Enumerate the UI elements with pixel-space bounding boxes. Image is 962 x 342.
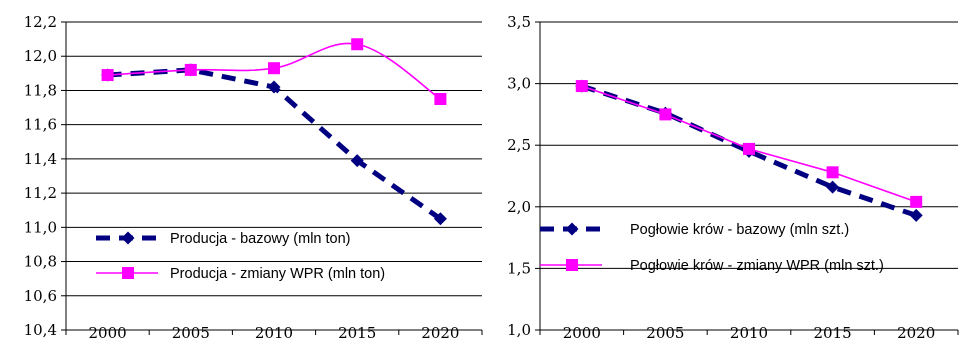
x-tick-label: 2020: [897, 324, 935, 342]
legend-entry-0: Producja - bazowy (mln ton): [96, 231, 351, 247]
legend-label: Pogłowie krów - bazowy (mln szt.): [630, 222, 849, 238]
data-point: [433, 212, 447, 226]
y-tick-label: 3,5: [507, 13, 531, 31]
legend-swatch-marker: [566, 259, 578, 271]
y-tick-label: 10,6: [24, 287, 57, 305]
legend-label: Producja - zmiany WPR (mln ton): [170, 266, 385, 282]
data-point: [659, 108, 672, 121]
y-tick-label: 11,2: [24, 184, 57, 202]
legend-swatch-marker: [122, 267, 134, 279]
legend-entry-1: Pogłowie krów - zmiany WPR (mln szt.): [540, 258, 884, 274]
y-tick-label: 2,5: [507, 136, 531, 154]
data-point: [743, 142, 755, 155]
legend-entry-1: Producja - zmiany WPR (mln ton): [96, 266, 385, 282]
y-tick-label: 2,0: [507, 198, 531, 216]
data-point: [351, 38, 364, 51]
y-tick-label: 11,6: [24, 116, 57, 134]
x-tick-label: 2015: [814, 324, 852, 342]
data-point: [268, 62, 280, 75]
legend-swatch-marker: [565, 222, 579, 236]
data-point: [826, 180, 840, 194]
data-point: [184, 63, 197, 76]
x-tick-label: 2020: [421, 324, 459, 342]
x-tick-label: 2000: [563, 324, 601, 342]
data-point: [101, 69, 114, 82]
y-tick-label: 3,0: [507, 75, 531, 93]
x-tick-label: 2005: [172, 324, 210, 342]
legend-label: Producja - bazowy (mln ton): [170, 231, 351, 247]
legend-swatch-marker: [121, 231, 135, 245]
data-point: [434, 93, 447, 105]
y-tick-label: 12,0: [24, 47, 57, 65]
chart-milk-production: 10,4 10,6 10,8 11,0 11,2 11,4 11,6 11,8 12,0 12,2…: [24, 13, 483, 342]
data-point: [267, 80, 281, 94]
data-point: [350, 154, 364, 168]
x-tick-label: 2010: [730, 324, 768, 342]
y-tick-label: 1,5: [507, 259, 531, 277]
data-point: [910, 195, 923, 208]
y-tick-label: 11,8: [24, 81, 57, 99]
x-tick-label: 2005: [646, 324, 684, 342]
y-tick-label: 11,0: [24, 218, 57, 236]
x-tick-label: 2010: [255, 324, 293, 342]
x-tick-label: 2000: [89, 324, 127, 342]
legend-label: Pogłowie krów - zmiany WPR (mln szt.): [630, 258, 884, 274]
y-tick-label: 1,0: [507, 321, 531, 339]
legend-entry-0: Pogłowie krów - bazowy (mln szt.): [540, 222, 849, 238]
data-point: [575, 80, 588, 93]
data-point: [909, 208, 923, 222]
y-tick-label: 10,4: [24, 321, 57, 339]
data-point: [826, 166, 839, 179]
chart-cow-herd: 1,0 1,5 2,0 2,5 3,0 3,5 2000 2005 2010 2015 2020 Po…: [507, 13, 959, 342]
y-tick-label: 12,2: [24, 13, 57, 31]
y-tick-label: 11,4: [24, 150, 57, 168]
y-tick-label: 10,8: [24, 253, 57, 271]
x-tick-label: 2015: [338, 324, 376, 342]
